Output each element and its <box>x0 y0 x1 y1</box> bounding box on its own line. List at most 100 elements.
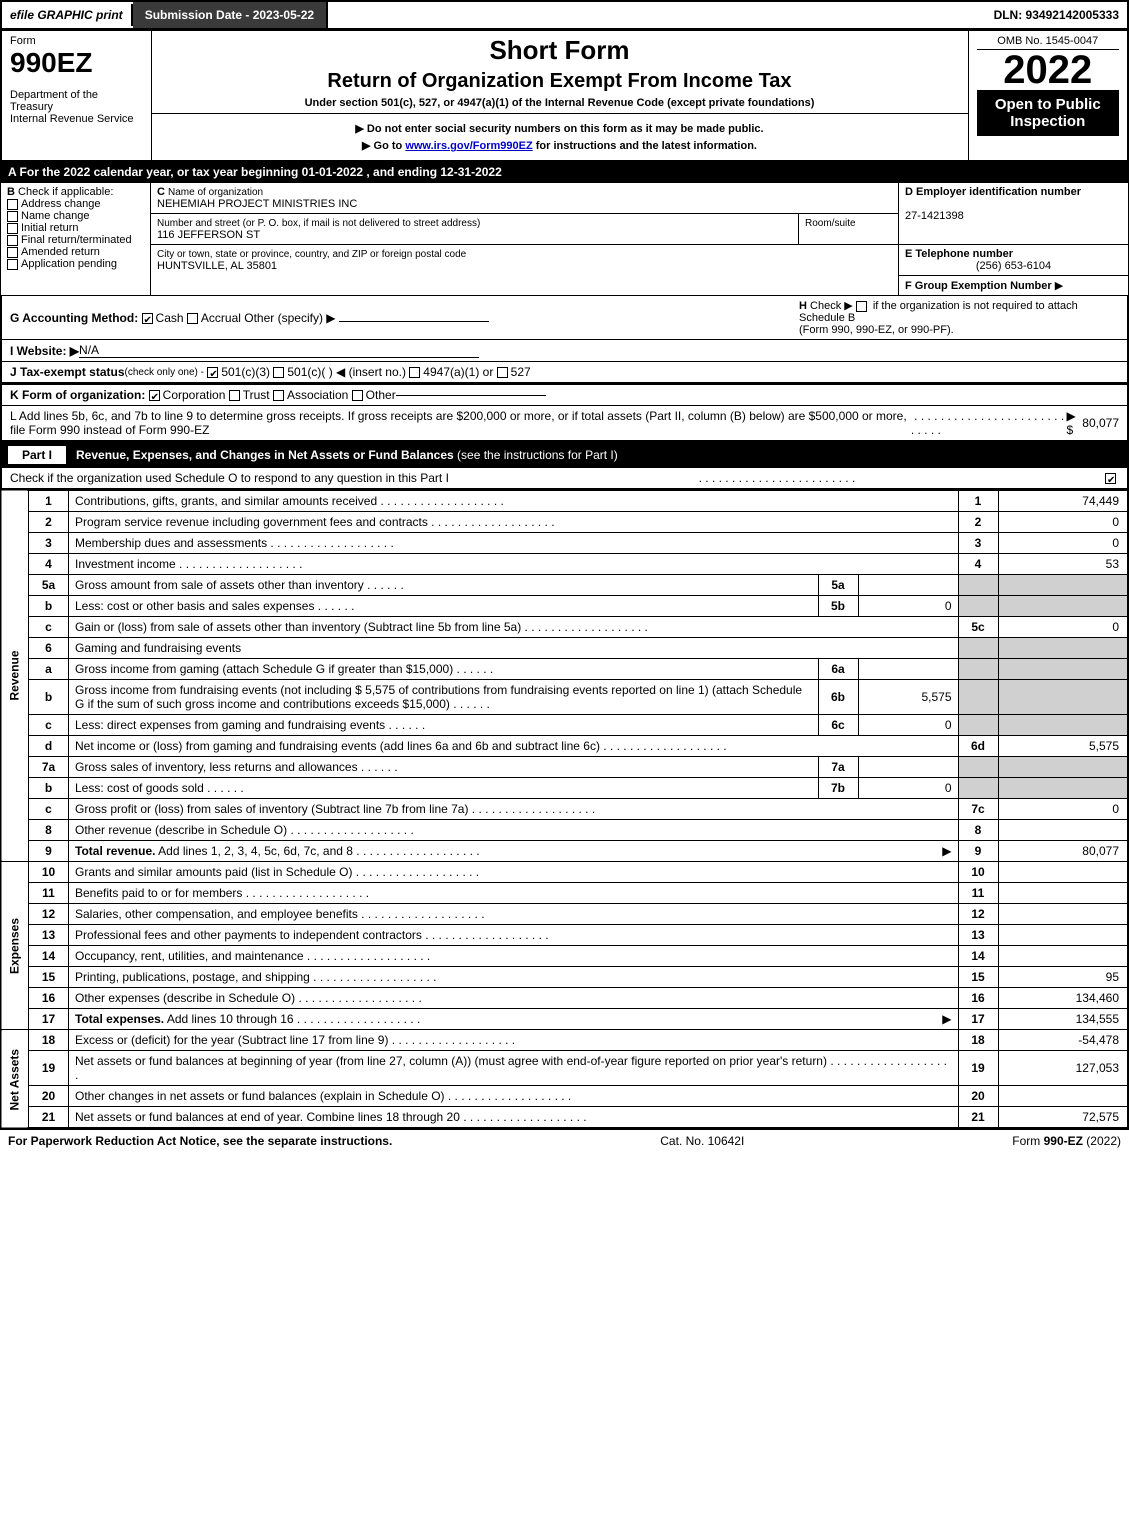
table-row: 19Net assets or fund balances at beginni… <box>1 1051 1128 1086</box>
part1-label: Part I <box>8 446 66 464</box>
opt-501c: 501(c)( ) ◀ (insert no.) <box>287 365 406 379</box>
checkbox-assoc[interactable] <box>273 390 284 401</box>
line-number: 20 <box>29 1086 69 1107</box>
checkbox-schedule-o[interactable] <box>1105 473 1116 484</box>
line-ref: 5c <box>958 617 998 638</box>
amount-value <box>998 904 1128 925</box>
instr2-prefix: ▶ Go to <box>362 140 405 152</box>
checkbox-name-change[interactable] <box>7 211 18 222</box>
sub-line-amount: 0 <box>858 778 958 799</box>
line-number: 7a <box>29 757 69 778</box>
tax-exempt-sub: (check only one) - <box>125 367 204 378</box>
checkbox-other-org[interactable] <box>352 390 363 401</box>
street-label: Number and street (or P. O. box, if mail… <box>157 218 480 229</box>
efile-label: efile GRAPHIC print <box>2 4 133 26</box>
table-row: 3Membership dues and assessments . . . .… <box>1 533 1128 554</box>
checkbox-schedule-b[interactable] <box>856 301 867 312</box>
dln-label: DLN: 93492142005333 <box>986 4 1127 26</box>
opt-accrual: Accrual <box>201 311 241 325</box>
dept-irs: Internal Revenue Service <box>10 113 143 125</box>
line-number: 19 <box>29 1051 69 1086</box>
side-label: Expenses <box>1 862 29 1030</box>
checkbox-corp[interactable] <box>149 390 160 401</box>
checkbox-address-change[interactable] <box>7 199 18 210</box>
sub-line-label: 5a <box>818 575 858 596</box>
section-gh-row: G Accounting Method: Cash Accrual Other … <box>0 296 1129 340</box>
line-ref: 17 <box>958 1009 998 1030</box>
line-description: Professional fees and other payments to … <box>69 925 959 946</box>
line-number: 17 <box>29 1009 69 1030</box>
opt-other-org: Other <box>366 388 396 402</box>
table-row: 7aGross sales of inventory, less returns… <box>1 757 1128 778</box>
line-description: Gross income from gaming (attach Schedul… <box>69 659 819 680</box>
amount-value: -54,478 <box>998 1030 1128 1051</box>
line-description: Grants and similar amounts paid (list in… <box>69 862 959 883</box>
line-description: Other revenue (describe in Schedule O) .… <box>69 820 959 841</box>
l-amount-prefix: ▶ $ <box>1067 409 1083 437</box>
checkbox-accrual[interactable] <box>187 313 198 324</box>
city-value: HUNTSVILLE, AL 35801 <box>157 260 277 272</box>
checkbox-527[interactable] <box>497 367 508 378</box>
line-ref-shaded <box>958 596 998 617</box>
checkbox-cash[interactable] <box>142 313 153 324</box>
line-ref-shaded <box>958 575 998 596</box>
instr2-suffix: for instructions and the latest informat… <box>533 140 757 152</box>
part1-title: Revenue, Expenses, and Changes in Net As… <box>76 448 454 462</box>
amount-value: 127,053 <box>998 1051 1128 1086</box>
checkbox-final-return[interactable] <box>7 235 18 246</box>
amount-value: 5,575 <box>998 736 1128 757</box>
line-number: 21 <box>29 1107 69 1129</box>
footer-center: Cat. No. 10642I <box>660 1134 744 1148</box>
return-title: Return of Organization Exempt From Incom… <box>160 70 960 93</box>
checkbox-amended[interactable] <box>7 247 18 258</box>
table-row: 15Printing, publications, postage, and s… <box>1 967 1128 988</box>
table-row: cGain or (loss) from sale of assets othe… <box>1 617 1128 638</box>
line-description: Other expenses (describe in Schedule O) … <box>69 988 959 1009</box>
line-number: c <box>29 715 69 736</box>
amount-value <box>998 1086 1128 1107</box>
opt-initial-return: Initial return <box>21 222 78 234</box>
group-exemption-label: F Group Exemption Number <box>905 280 1052 292</box>
checkbox-501c3[interactable] <box>207 367 218 378</box>
checkbox-initial-return[interactable] <box>7 223 18 234</box>
page-footer: For Paperwork Reduction Act Notice, see … <box>0 1129 1129 1152</box>
table-row: dNet income or (loss) from gaming and fu… <box>1 736 1128 757</box>
website-label: I Website: ▶ <box>10 344 79 358</box>
line-ref-shaded <box>958 638 998 659</box>
footer-right-prefix: Form <box>1012 1134 1043 1148</box>
line-description: Printing, publications, postage, and shi… <box>69 967 959 988</box>
checkbox-trust[interactable] <box>229 390 240 401</box>
checkbox-4947[interactable] <box>409 367 420 378</box>
amount-shaded <box>998 757 1128 778</box>
table-row: 8Other revenue (describe in Schedule O) … <box>1 820 1128 841</box>
line-description: Contributions, gifts, grants, and simila… <box>69 490 959 512</box>
table-row: bLess: cost of goods sold . . . . . .7b0 <box>1 778 1128 799</box>
group-exemption-arrow: ▶ <box>1055 280 1063 292</box>
opt-501c3: 501(c)(3) <box>221 365 270 379</box>
line-number: 10 <box>29 862 69 883</box>
table-row: 5aGross amount from sale of assets other… <box>1 575 1128 596</box>
line-number: a <box>29 659 69 680</box>
form-word: Form <box>10 35 143 47</box>
ein-label: D Employer identification number <box>905 186 1081 198</box>
line-number: 13 <box>29 925 69 946</box>
amount-value <box>998 883 1128 904</box>
irs-link[interactable]: www.irs.gov/Form990EZ <box>405 140 532 152</box>
line-ref-shaded <box>958 659 998 680</box>
table-row: 11Benefits paid to or for members . . . … <box>1 883 1128 904</box>
line-ref: 19 <box>958 1051 998 1086</box>
line-description: Net income or (loss) from gaming and fun… <box>69 736 959 757</box>
checkbox-501c[interactable] <box>273 367 284 378</box>
line-description: Net assets or fund balances at beginning… <box>69 1051 959 1086</box>
opt-amended: Amended return <box>21 246 100 258</box>
section-c-label: C <box>157 186 165 198</box>
sub-line-label: 7a <box>818 757 858 778</box>
line-number: 18 <box>29 1030 69 1051</box>
opt-trust: Trust <box>243 388 270 402</box>
amount-value <box>998 862 1128 883</box>
amount-value: 72,575 <box>998 1107 1128 1129</box>
table-row: bLess: cost or other basis and sales exp… <box>1 596 1128 617</box>
footer-form: 990-EZ <box>1044 1134 1083 1148</box>
amount-shaded <box>998 680 1128 715</box>
checkbox-pending[interactable] <box>7 259 18 270</box>
